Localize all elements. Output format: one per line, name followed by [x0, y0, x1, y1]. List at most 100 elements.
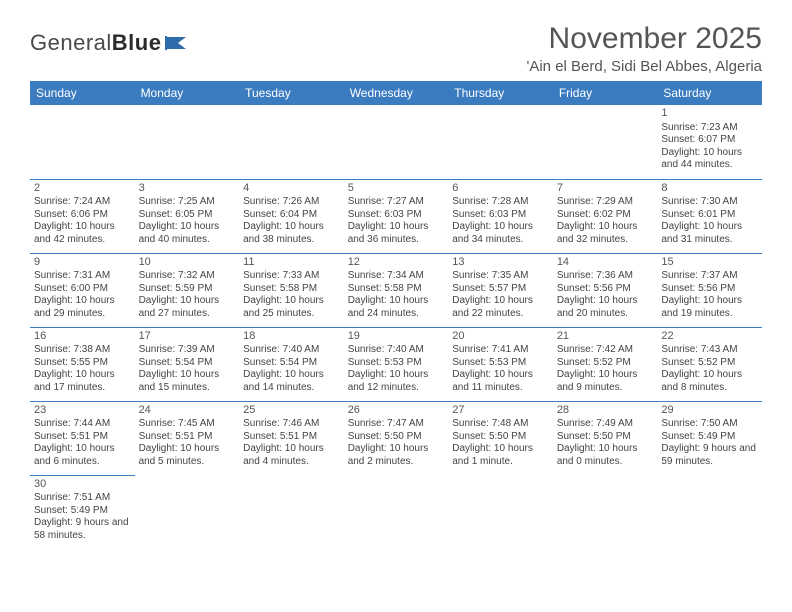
sunrise-line: Sunrise: 7:26 AM: [243, 196, 340, 209]
logo-part2: Blue: [112, 30, 162, 55]
daylight-line: Daylight: 10 hours and 11 minutes.: [452, 369, 549, 394]
daylight-line: Daylight: 10 hours and 19 minutes.: [661, 295, 758, 320]
empty-cell: [657, 475, 762, 549]
sunrise-line: Sunrise: 7:23 AM: [661, 122, 758, 135]
sunset-line: Sunset: 6:06 PM: [34, 209, 131, 222]
daylight-line: Daylight: 10 hours and 5 minutes.: [139, 443, 236, 468]
calendar-row: 30Sunrise: 7:51 AMSunset: 5:49 PMDayligh…: [30, 475, 762, 549]
day-cell: 1Sunrise: 7:23 AMSunset: 6:07 PMDaylight…: [657, 105, 762, 179]
empty-cell: [448, 105, 553, 179]
sunset-line: Sunset: 5:51 PM: [243, 431, 340, 444]
sunrise-line: Sunrise: 7:50 AM: [661, 418, 758, 431]
daylight-line: Daylight: 10 hours and 29 minutes.: [34, 295, 131, 320]
day-number: 16: [34, 330, 131, 344]
sunrise-line: Sunrise: 7:30 AM: [661, 196, 758, 209]
empty-cell: [30, 105, 135, 179]
sunset-line: Sunset: 5:50 PM: [557, 431, 654, 444]
day-number: 10: [139, 256, 236, 270]
weekday-header: Sunday: [30, 81, 135, 105]
daylight-line: Daylight: 10 hours and 0 minutes.: [557, 443, 654, 468]
day-number: 7: [557, 182, 654, 196]
sunrise-line: Sunrise: 7:27 AM: [348, 196, 445, 209]
daylight-line: Daylight: 10 hours and 1 minute.: [452, 443, 549, 468]
sunrise-line: Sunrise: 7:40 AM: [243, 344, 340, 357]
daylight-line: Daylight: 10 hours and 12 minutes.: [348, 369, 445, 394]
day-cell: 12Sunrise: 7:34 AMSunset: 5:58 PMDayligh…: [344, 253, 449, 327]
weekday-header: Friday: [553, 81, 658, 105]
flag-icon: [164, 34, 190, 52]
sunrise-line: Sunrise: 7:32 AM: [139, 270, 236, 283]
sunset-line: Sunset: 5:52 PM: [557, 357, 654, 370]
sunset-line: Sunset: 6:04 PM: [243, 209, 340, 222]
sunrise-line: Sunrise: 7:40 AM: [348, 344, 445, 357]
header: GeneralBlue November 2025 'Ain el Berd, …: [30, 22, 762, 75]
sunrise-line: Sunrise: 7:49 AM: [557, 418, 654, 431]
sunset-line: Sunset: 5:54 PM: [139, 357, 236, 370]
calendar-row: 2Sunrise: 7:24 AMSunset: 6:06 PM Daylight…: [30, 179, 762, 253]
day-number: 4: [243, 182, 340, 196]
day-number: 1: [661, 107, 758, 121]
day-cell: 10Sunrise: 7:32 AMSunset: 5:59 PMDayligh…: [135, 253, 240, 327]
day-cell: 27Sunrise: 7:48 AMSunset: 5:50 PMDayligh…: [448, 401, 553, 475]
sunset-line: Sunset: 6:03 PM: [348, 209, 445, 222]
sunset-line: Sunset: 5:49 PM: [34, 505, 131, 518]
day-cell: 9Sunrise: 7:31 AMSunset: 6:00 PMDaylight…: [30, 253, 135, 327]
sunset-line: Sunset: 5:59 PM: [139, 283, 236, 296]
sunset-line: Sunset: 6:01 PM: [661, 209, 758, 222]
sunset-line: Sunset: 5:56 PM: [661, 283, 758, 296]
day-cell: 6Sunrise: 7:28 AMSunset: 6:03 PMDaylight…: [448, 179, 553, 253]
day-number: 21: [557, 330, 654, 344]
sunset-line: Sunset: 5:53 PM: [452, 357, 549, 370]
day-number: 12: [348, 256, 445, 270]
sunset-line: Sunset: 5:58 PM: [243, 283, 340, 296]
sunset-line: Sunset: 6:05 PM: [139, 209, 236, 222]
daylight-line: Daylight: 10 hours and 38 minutes.: [243, 221, 340, 246]
day-number: 24: [139, 404, 236, 418]
day-cell: 11Sunrise: 7:33 AMSunset: 5:58 PMDayligh…: [239, 253, 344, 327]
day-number: 11: [243, 256, 340, 270]
sunset-line: Sunset: 5:52 PM: [661, 357, 758, 370]
sunset-line: Sunset: 6:00 PM: [34, 283, 131, 296]
sunrise-line: Sunrise: 7:31 AM: [34, 270, 131, 283]
day-cell: 21Sunrise: 7:42 AMSunset: 5:52 PMDayligh…: [553, 327, 658, 401]
logo-part1: General: [30, 30, 112, 55]
day-cell: 7Sunrise: 7:29 AMSunset: 6:02 PMDaylight…: [553, 179, 658, 253]
day-cell: 29Sunrise: 7:50 AMSunset: 5:49 PMDayligh…: [657, 401, 762, 475]
day-number: 15: [661, 256, 758, 270]
sunrise-line: Sunrise: 7:24 AM: [34, 196, 131, 209]
day-number: 2: [34, 182, 131, 196]
day-number: 17: [139, 330, 236, 344]
sunrise-line: Sunrise: 7:25 AM: [139, 196, 236, 209]
daylight-line: Daylight: 10 hours and 40 minutes.: [139, 221, 236, 246]
daylight-line: Daylight: 10 hours and 31 minutes.: [661, 221, 758, 246]
day-cell: 26Sunrise: 7:47 AMSunset: 5:50 PMDayligh…: [344, 401, 449, 475]
weekday-header: Saturday: [657, 81, 762, 105]
empty-cell: [553, 105, 658, 179]
day-cell: 3Sunrise: 7:25 AMSunset: 6:05 PMDaylight…: [135, 179, 240, 253]
day-cell: 28Sunrise: 7:49 AMSunset: 5:50 PMDayligh…: [553, 401, 658, 475]
day-number: 13: [452, 256, 549, 270]
day-cell: 19Sunrise: 7:40 AMSunset: 5:53 PMDayligh…: [344, 327, 449, 401]
sunrise-line: Sunrise: 7:47 AM: [348, 418, 445, 431]
day-cell: 20Sunrise: 7:41 AMSunset: 5:53 PMDayligh…: [448, 327, 553, 401]
daylight-line: Daylight: 9 hours and 58 minutes.: [34, 517, 131, 542]
day-cell: 23Sunrise: 7:44 AMSunset: 5:51 PMDayligh…: [30, 401, 135, 475]
sunset-line: Sunset: 5:51 PM: [139, 431, 236, 444]
daylight-line: Daylight: 10 hours and 8 minutes.: [661, 369, 758, 394]
sunset-line: Sunset: 6:03 PM: [452, 209, 549, 222]
day-number: 14: [557, 256, 654, 270]
empty-cell: [344, 475, 449, 549]
day-number: 3: [139, 182, 236, 196]
day-number: 27: [452, 404, 549, 418]
daylight-line: Daylight: 10 hours and 22 minutes.: [452, 295, 549, 320]
sunset-line: Sunset: 6:02 PM: [557, 209, 654, 222]
day-number: 23: [34, 404, 131, 418]
daylight-line: Daylight: 10 hours and 24 minutes.: [348, 295, 445, 320]
sunset-line: Sunset: 5:57 PM: [452, 283, 549, 296]
daylight-line: Daylight: 10 hours and 14 minutes.: [243, 369, 340, 394]
day-number: 29: [661, 404, 758, 418]
sunset-line: Sunset: 5:56 PM: [557, 283, 654, 296]
day-cell: 25Sunrise: 7:46 AMSunset: 5:51 PMDayligh…: [239, 401, 344, 475]
day-number: 19: [348, 330, 445, 344]
sunrise-line: Sunrise: 7:37 AM: [661, 270, 758, 283]
